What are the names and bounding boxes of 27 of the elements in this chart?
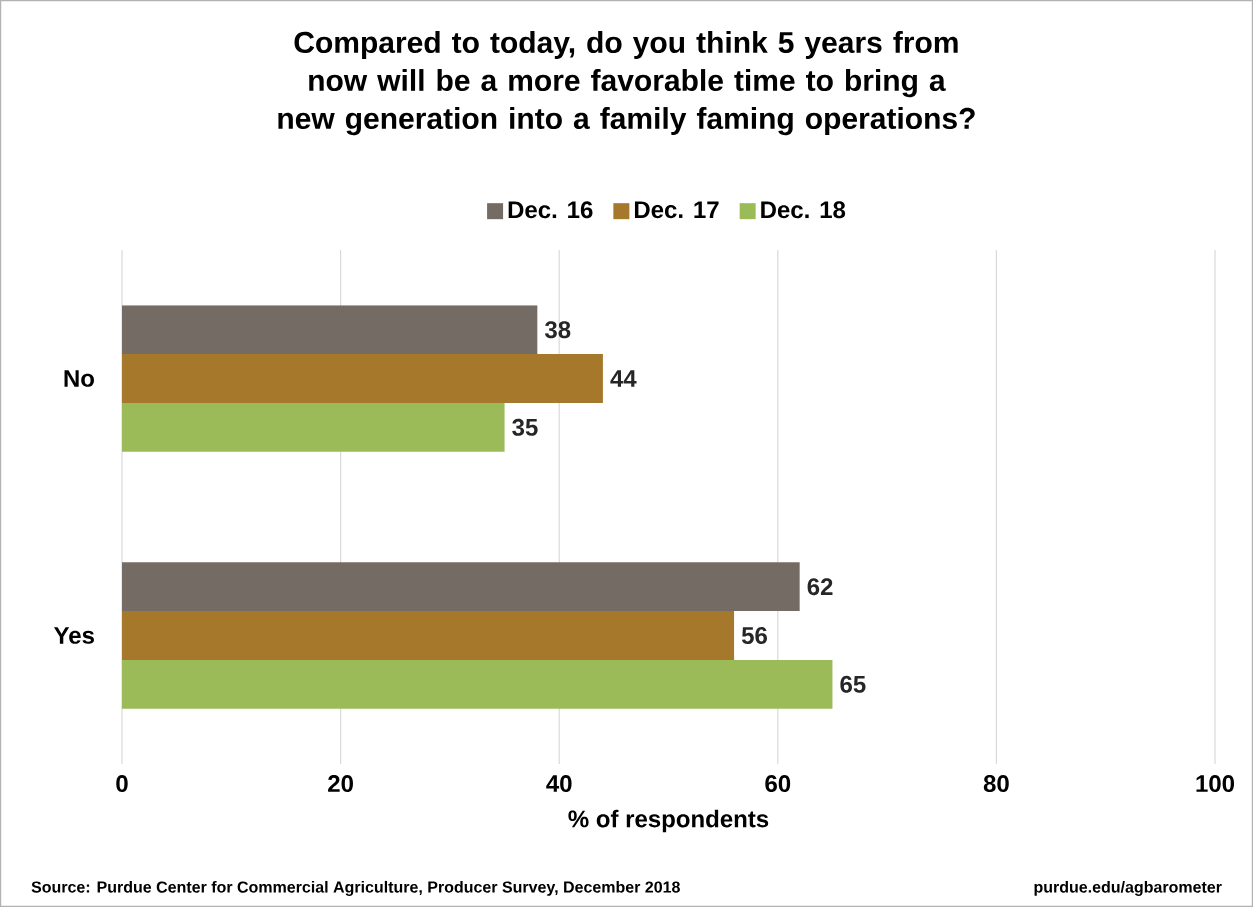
y-tick-label: Yes [53,627,94,644]
data-label: 62 [807,578,833,596]
data-label: 65 [840,675,866,693]
data-label: 35 [512,418,538,436]
legend-label: Dec. 16 [508,201,593,219]
y-tick-label: No [64,370,94,387]
legend-label: Dec. 18 [761,201,846,219]
x-tick-label: 60 [765,775,791,793]
data-label: 38 [544,321,571,339]
chart-title: Compared to today, do you think 5 years from now will be a more favorable time to bring a new generation into a family faming operations? [278,31,975,136]
bar [122,611,735,660]
x-axis-title: % of respondents [568,809,769,833]
text: purdue.edu/agbarometer [1034,880,1222,896]
x-tick-label: 20 [328,775,353,793]
x-tick-label: 0 [116,775,128,793]
bar [122,659,833,709]
x-tick-label: 80 [983,775,1009,793]
x-tick-label: 100 [1196,775,1235,793]
bar [122,402,505,452]
bar [122,305,538,355]
bar [122,562,800,612]
x-tick-label: 40 [546,775,572,793]
data-label: 56 [741,627,767,644]
bar [122,354,603,403]
legend-label: Dec. 17 [634,201,719,219]
data-label: 44 [610,370,637,387]
source-note: Source: Purdue Center for Commercial Agriculture, Producer Survey, December 2018 [31,880,680,896]
